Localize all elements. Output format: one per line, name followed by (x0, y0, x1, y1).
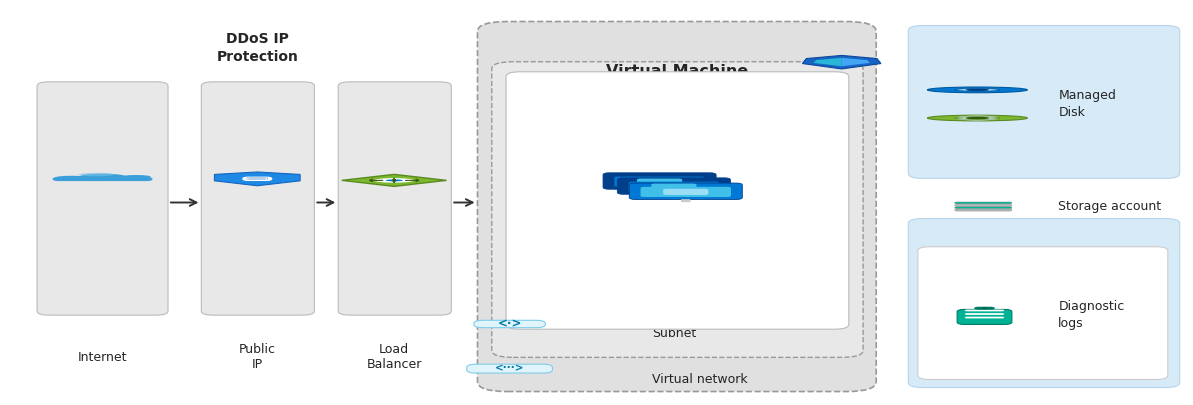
FancyBboxPatch shape (965, 313, 1005, 315)
Text: <·>: <·> (497, 318, 521, 330)
FancyBboxPatch shape (908, 26, 1180, 178)
FancyBboxPatch shape (52, 177, 153, 181)
Text: <···>: <···> (495, 364, 525, 374)
Ellipse shape (80, 174, 125, 179)
Text: Subnet: Subnet (653, 327, 697, 340)
Ellipse shape (927, 115, 1027, 121)
Text: Virtual Machine
Scale Set: Virtual Machine Scale Set (606, 64, 748, 99)
Text: Internet: Internet (78, 351, 128, 364)
FancyBboxPatch shape (641, 187, 731, 197)
FancyBboxPatch shape (247, 179, 267, 180)
Text: Load
Balancer: Load Balancer (366, 343, 422, 371)
FancyBboxPatch shape (681, 199, 691, 202)
Ellipse shape (982, 307, 987, 309)
FancyBboxPatch shape (957, 309, 1012, 324)
Ellipse shape (375, 178, 414, 183)
FancyBboxPatch shape (954, 207, 1012, 209)
Ellipse shape (385, 179, 403, 181)
Ellipse shape (956, 89, 999, 91)
Polygon shape (814, 58, 842, 66)
FancyBboxPatch shape (917, 247, 1168, 379)
Ellipse shape (55, 176, 88, 179)
Ellipse shape (79, 173, 115, 176)
FancyBboxPatch shape (954, 205, 1012, 206)
FancyBboxPatch shape (954, 209, 1012, 211)
FancyBboxPatch shape (247, 177, 267, 178)
FancyBboxPatch shape (602, 173, 716, 189)
Ellipse shape (965, 89, 989, 91)
FancyBboxPatch shape (474, 320, 545, 328)
FancyBboxPatch shape (617, 178, 730, 194)
Text: Public
IP: Public IP (239, 343, 276, 371)
Polygon shape (803, 55, 880, 69)
FancyBboxPatch shape (466, 364, 552, 373)
FancyBboxPatch shape (975, 307, 995, 310)
FancyBboxPatch shape (247, 178, 267, 179)
Text: DDoS IP
Protection: DDoS IP Protection (216, 32, 298, 64)
FancyBboxPatch shape (506, 72, 849, 329)
Polygon shape (842, 58, 870, 66)
FancyBboxPatch shape (669, 194, 679, 197)
FancyBboxPatch shape (908, 219, 1180, 388)
FancyBboxPatch shape (655, 189, 665, 192)
FancyBboxPatch shape (37, 82, 168, 315)
FancyBboxPatch shape (242, 177, 272, 181)
Polygon shape (341, 175, 446, 186)
FancyBboxPatch shape (492, 62, 863, 357)
FancyBboxPatch shape (339, 82, 451, 315)
Text: Diagnostic
logs: Diagnostic logs (1058, 300, 1125, 330)
Ellipse shape (120, 175, 150, 179)
FancyBboxPatch shape (614, 177, 705, 187)
FancyBboxPatch shape (965, 309, 1005, 311)
FancyBboxPatch shape (477, 21, 876, 392)
Ellipse shape (927, 87, 1027, 93)
FancyBboxPatch shape (954, 202, 1012, 204)
Ellipse shape (965, 117, 989, 119)
Text: Storage account: Storage account (1058, 200, 1162, 213)
Polygon shape (215, 172, 301, 186)
Ellipse shape (956, 117, 999, 119)
FancyBboxPatch shape (965, 317, 1005, 318)
FancyBboxPatch shape (651, 183, 697, 190)
FancyBboxPatch shape (629, 183, 742, 199)
Text: Virtual network: Virtual network (653, 373, 748, 386)
FancyBboxPatch shape (629, 181, 719, 192)
FancyBboxPatch shape (637, 179, 682, 185)
FancyBboxPatch shape (663, 189, 709, 195)
Text: Managed
Disk: Managed Disk (1058, 89, 1117, 119)
Ellipse shape (956, 115, 999, 121)
FancyBboxPatch shape (202, 82, 315, 315)
